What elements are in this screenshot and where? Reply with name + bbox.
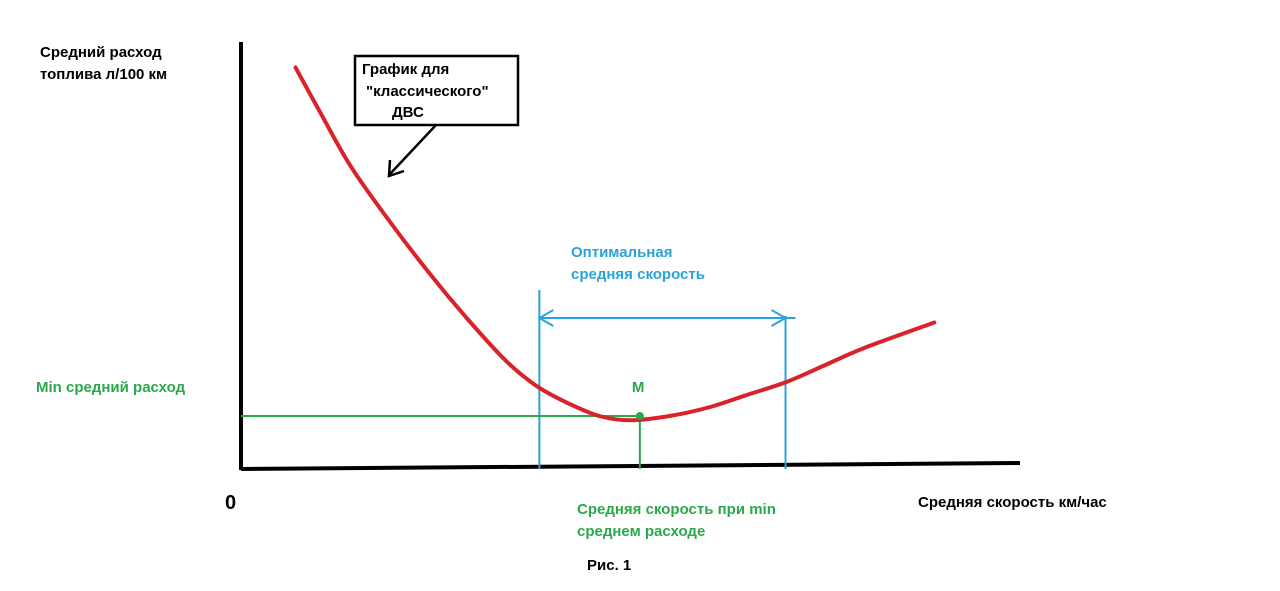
callout-pointer-head — [387, 159, 405, 178]
series-callout-line-3: ДВС — [392, 104, 424, 121]
origin-label: 0 — [225, 492, 236, 514]
y-axis-label-line-1: Средний расход — [40, 44, 162, 61]
minimum-point-label: М — [632, 379, 645, 396]
optimal-range-label-line-1: Оптимальная — [571, 244, 672, 261]
y-axis-label-line-2: топлива л/100 км — [40, 66, 167, 83]
min-speed-label-line-1: Средняя скорость при min — [577, 501, 776, 518]
figure-caption: Рис. 1 — [587, 557, 631, 574]
series-callout-line-1: График для — [362, 61, 449, 78]
optimal-range-arrowhead-right — [771, 309, 788, 327]
series-callout-box — [353, 54, 520, 127]
optimal-range-arrowhead-left — [537, 309, 554, 327]
x-axis — [240, 461, 1021, 471]
x-axis-label: Средняя скорость км/час — [918, 494, 1107, 511]
min-speed-label-line-2: среднем расходе — [577, 523, 705, 540]
callout-pointer-shaft — [389, 124, 437, 175]
series-callout-line-2: "классического" — [366, 83, 489, 100]
min-consumption-label: Min средний расход — [36, 379, 186, 396]
optimal-range-label-line-2: средняя скорость — [571, 266, 705, 283]
optimal-range — [537, 290, 796, 469]
fuel-consumption-curve — [293, 65, 937, 423]
minimum-point-marker — [635, 412, 644, 420]
